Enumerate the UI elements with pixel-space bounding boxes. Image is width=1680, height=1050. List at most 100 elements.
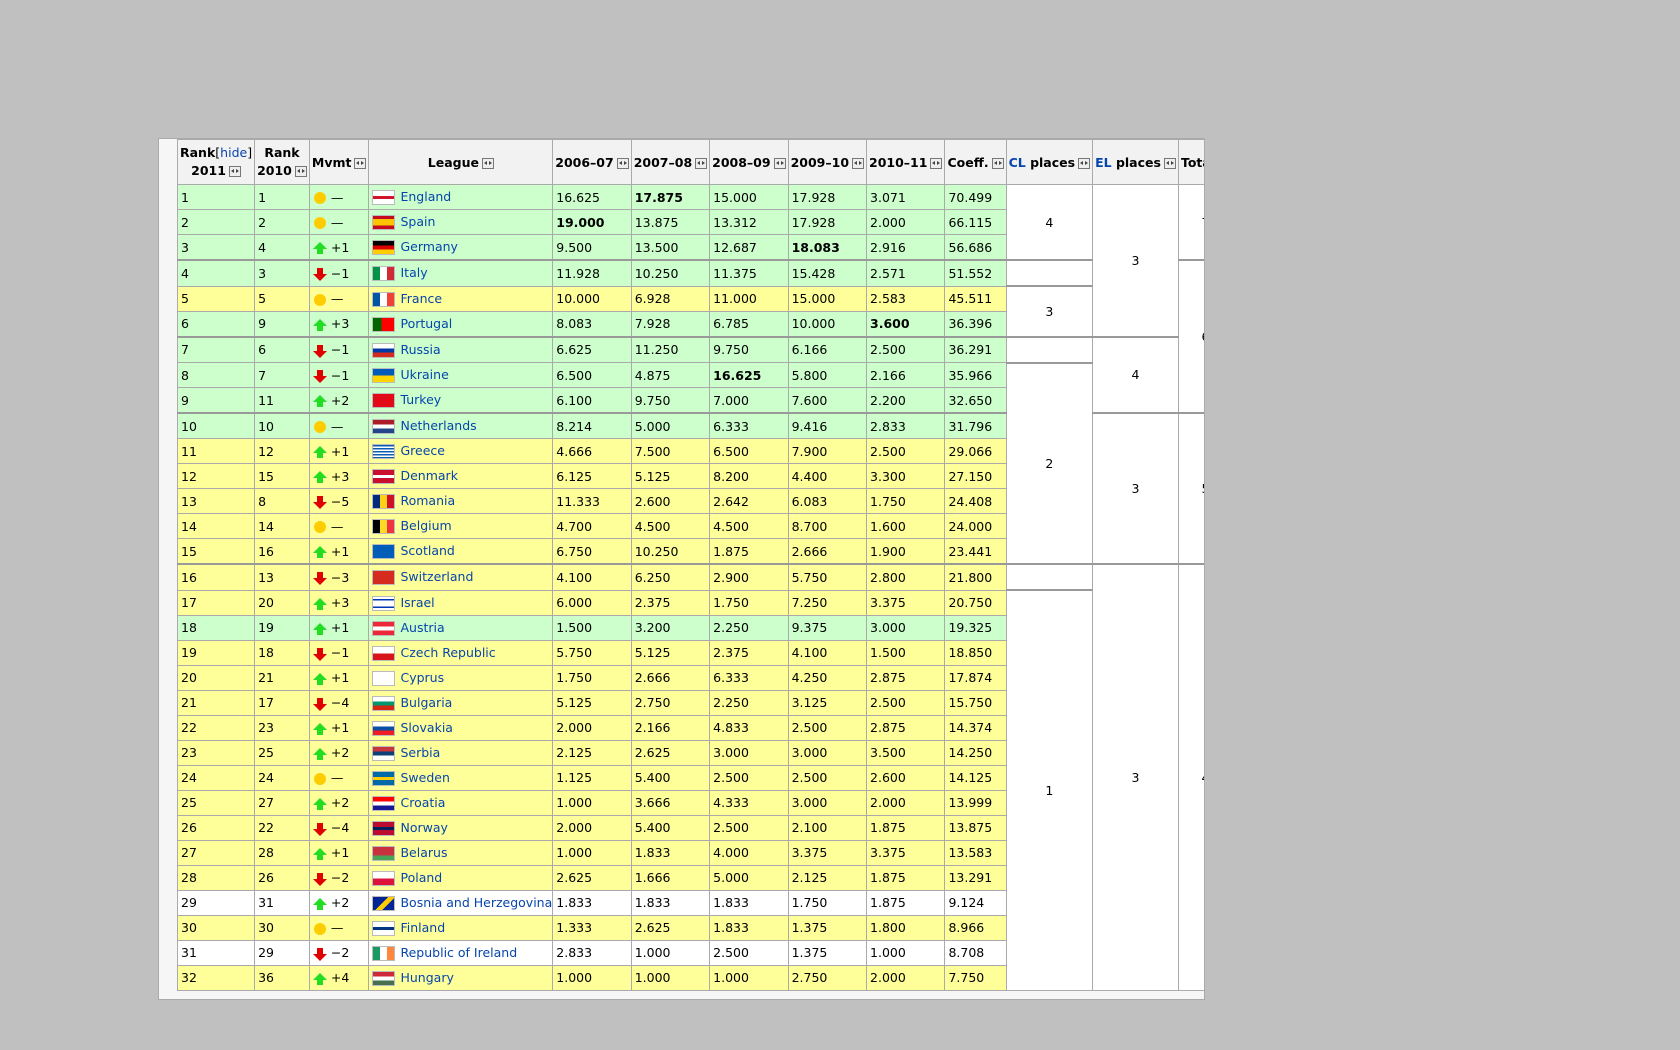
league-link[interactable]: Turkey <box>400 392 442 407</box>
el-places-cell: 3 <box>1092 184 1179 337</box>
movement-cell: +1 <box>308 538 370 565</box>
rank-2011-cell: 7 <box>176 335 256 363</box>
league-link[interactable]: Czech Republic <box>400 644 496 660</box>
el-places-cell: 4 <box>1092 335 1179 414</box>
hide-link[interactable]: hide <box>220 145 248 160</box>
mvmt-header[interactable]: Mvmt <box>308 139 370 185</box>
el-link[interactable]: EL <box>1095 154 1112 170</box>
league-cell: Turkey <box>368 387 554 414</box>
coefficient-cell: 19.325 <box>944 614 1007 641</box>
league-link[interactable]: Germany <box>400 239 458 254</box>
league-link[interactable]: Portugal <box>400 315 453 331</box>
league-link[interactable]: Poland <box>400 869 443 885</box>
arrow-up-icon <box>312 972 327 985</box>
league-link[interactable]: Croatia <box>400 794 446 810</box>
league-link[interactable]: Slovakia <box>400 719 453 735</box>
rank-2011-cell: 32 <box>176 964 256 991</box>
season-2010-header[interactable]: 2010–11 <box>866 139 946 185</box>
rank-2011-cell: 17 <box>176 589 256 616</box>
league-link[interactable]: Scotland <box>400 543 455 558</box>
rank-2010-header[interactable]: Rank 2010 <box>254 139 310 185</box>
cl-places-header[interactable]: CL places <box>1005 139 1094 185</box>
league-link[interactable]: Romania <box>400 493 456 508</box>
coeff-header[interactable]: Coeff. <box>944 139 1007 185</box>
league-link[interactable]: Denmark <box>400 468 458 483</box>
sort-icon[interactable] <box>1078 157 1091 169</box>
league-link[interactable]: Israel <box>400 594 435 610</box>
season-value-cell: 3.666 <box>630 789 711 816</box>
movement-value: — <box>330 770 344 785</box>
coefficient-cell: 13.291 <box>944 864 1007 891</box>
el-places-header[interactable]: EL places <box>1092 139 1179 185</box>
season-label: 2007–08 <box>633 154 693 170</box>
total-places-cell: 7 <box>1177 184 1204 261</box>
league-link[interactable]: Sweden <box>400 769 450 785</box>
season-value-cell: 17.928 <box>787 209 868 235</box>
league-link[interactable]: Finland <box>400 919 446 935</box>
coefficient-cell: 13.875 <box>944 814 1007 841</box>
season-value-cell: 17.928 <box>787 184 868 210</box>
sort-icon[interactable] <box>991 157 1004 169</box>
rank-2011-cell: 31 <box>176 939 256 966</box>
rank-2011-cell: 21 <box>176 689 256 716</box>
season-2008-header[interactable]: 2008–09 <box>709 139 789 185</box>
season-value-cell: 2.750 <box>630 689 711 716</box>
league-link[interactable]: Netherlands <box>400 418 477 433</box>
movement-value: — <box>330 920 344 935</box>
arrow-up-icon <box>312 546 327 558</box>
league-link[interactable]: Cyprus <box>400 669 445 685</box>
cl-link[interactable]: CL <box>1008 154 1026 170</box>
season-value-cell: 1.833 <box>709 914 789 941</box>
movement-value: — <box>330 518 344 534</box>
rank-2011-header[interactable]: Rank[hide] 2011 <box>176 139 256 185</box>
league-link[interactable]: Republic of Ireland <box>400 944 518 960</box>
season-value-cell: 2.250 <box>709 689 789 716</box>
league-link[interactable]: France <box>400 290 443 306</box>
season-value-cell: 11.333 <box>552 488 632 514</box>
league-link[interactable]: England <box>400 189 452 204</box>
league-link[interactable]: Belarus <box>400 844 448 860</box>
sort-icon[interactable] <box>354 157 367 169</box>
coefficient-cell: 17.874 <box>944 664 1007 691</box>
league-link[interactable]: Bulgaria <box>400 694 453 710</box>
season-2006-header[interactable]: 2006–07 <box>552 139 632 185</box>
season-2009-header[interactable]: 2009–10 <box>787 139 868 185</box>
league-cell: Germany <box>368 234 554 261</box>
league-link[interactable]: Spain <box>400 214 436 229</box>
season-value-cell: 2.500 <box>866 335 946 363</box>
league-link[interactable]: Hungary <box>400 969 454 985</box>
sort-icon[interactable] <box>852 157 865 169</box>
sort-icon[interactable] <box>616 157 629 169</box>
rank-2011-cell: 9 <box>176 387 256 414</box>
sort-icon[interactable] <box>294 166 307 177</box>
flag-icon <box>372 795 396 811</box>
season-2007-header[interactable]: 2007–08 <box>630 139 711 185</box>
sort-icon[interactable] <box>930 157 943 169</box>
sort-icon[interactable] <box>481 157 494 169</box>
total-header[interactable]: Total <box>1177 139 1204 185</box>
league-link[interactable]: Serbia <box>400 744 441 760</box>
league-link[interactable]: Norway <box>400 819 448 835</box>
league-link[interactable]: Switzerland <box>400 569 474 585</box>
flag-icon <box>372 519 396 534</box>
league-link[interactable]: Belgium <box>400 518 452 533</box>
league-link[interactable]: Ukraine <box>400 367 449 382</box>
season-value-cell: 16.625 <box>709 362 789 388</box>
sort-icon[interactable] <box>695 157 708 169</box>
movement-value: +3 <box>330 595 350 610</box>
league-link[interactable]: Bosnia and Herzegovina <box>400 894 553 910</box>
season-value-cell: 2.000 <box>866 964 946 991</box>
sort-icon[interactable] <box>1163 157 1176 169</box>
sort-icon[interactable] <box>228 166 241 177</box>
sort-icon[interactable] <box>773 157 786 169</box>
table-row: 2 2 — Spain 19.000 13.875 13.312 17.928 2.000 66.… <box>176 209 1205 235</box>
league-link[interactable]: Austria <box>400 619 445 635</box>
league-header[interactable]: League <box>368 139 554 185</box>
movement-cell: −2 <box>308 939 370 966</box>
table-row: 1 1— England 16.625 17.875 15.000 17.928 3.071 7… <box>176 184 1204 337</box>
league-link[interactable]: Italy <box>400 265 428 281</box>
rank-2011-cell: 11 <box>176 438 256 464</box>
league-link[interactable]: Greece <box>400 443 445 458</box>
rank-2010-cell: 14 <box>254 513 310 539</box>
league-link[interactable]: Russia <box>400 341 441 357</box>
